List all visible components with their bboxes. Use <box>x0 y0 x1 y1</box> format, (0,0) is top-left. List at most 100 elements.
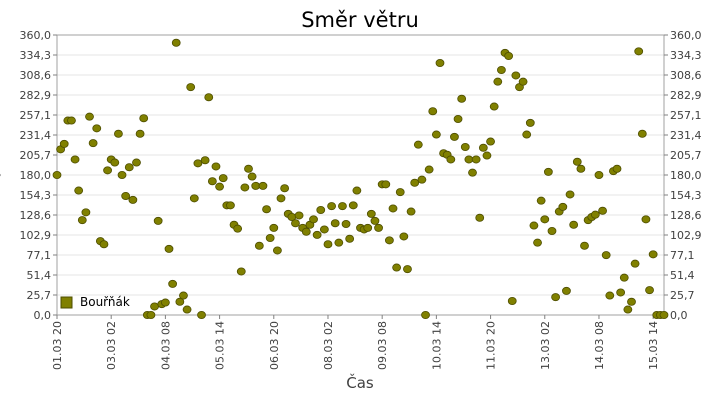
data-point <box>392 263 402 272</box>
data-point <box>139 114 149 123</box>
data-point <box>233 224 243 233</box>
data-point <box>619 273 629 282</box>
data-point <box>601 251 611 260</box>
y-tick-label-left: 154,3 <box>20 189 52 202</box>
y-tick-label-left: 128,6 <box>20 209 52 222</box>
x-axis-label: Čas <box>346 373 374 392</box>
data-point <box>605 291 615 300</box>
data-point <box>374 223 383 232</box>
y-axis-label: ° <box>0 172 9 178</box>
data-point <box>504 52 514 61</box>
data-point <box>381 180 391 189</box>
y-tick-label-left: 308,6 <box>20 69 52 82</box>
data-point <box>312 230 322 239</box>
data-point <box>110 158 120 167</box>
data-point <box>598 206 607 215</box>
data-point <box>627 297 636 306</box>
x-tick-label: 15.03 14 <box>647 321 660 370</box>
data-point <box>345 234 355 243</box>
data-point <box>309 215 318 224</box>
y-axis-right: 0,0 25,7 51,4 77,1 102,9 128,6 154,3 180,0 205,7… <box>664 29 702 322</box>
data-point <box>99 240 109 249</box>
data-point <box>193 159 203 168</box>
data-point <box>254 241 264 250</box>
data-point <box>547 226 557 235</box>
data-point <box>543 167 553 176</box>
data-point <box>153 216 163 225</box>
data-point <box>330 219 340 228</box>
data-point <box>576 164 586 173</box>
data-point <box>590 210 600 219</box>
data-point <box>551 293 561 302</box>
y-tick-label-right: 25,7 <box>670 289 695 302</box>
y-tick-label-right: 51,4 <box>670 269 695 282</box>
y-tick-label-right: 0,0 <box>670 309 688 322</box>
data-point <box>160 298 170 307</box>
data-point <box>291 219 300 228</box>
y-tick-label-left: 334,3 <box>20 49 52 62</box>
data-point <box>385 236 394 245</box>
data-point <box>186 83 196 92</box>
data-point <box>103 166 112 175</box>
data-points <box>52 38 669 319</box>
data-point <box>507 296 517 305</box>
data-point <box>236 267 246 276</box>
data-point <box>215 182 224 191</box>
data-point <box>280 184 290 193</box>
data-point <box>478 143 488 152</box>
data-point <box>395 188 405 197</box>
y-tick-label-right: 257,1 <box>670 109 702 122</box>
data-point <box>497 66 506 75</box>
data-point <box>645 286 654 295</box>
data-point <box>558 202 568 211</box>
data-point <box>121 191 131 200</box>
legend: Bouřňák <box>60 295 130 309</box>
data-point <box>363 223 373 232</box>
data-point <box>471 155 481 164</box>
data-point <box>533 238 542 247</box>
data-point <box>648 250 658 259</box>
data-point <box>70 155 80 164</box>
data-point <box>457 94 467 103</box>
data-point <box>272 246 282 255</box>
grid-lines <box>57 34 664 316</box>
data-point <box>424 165 434 174</box>
data-point <box>468 168 477 177</box>
y-tick-label-right: 360,0 <box>670 29 702 42</box>
data-point <box>569 220 579 229</box>
data-point <box>204 93 214 102</box>
y-tick-label-right: 180,0 <box>670 169 702 182</box>
data-point <box>179 291 188 300</box>
data-point <box>171 38 181 47</box>
data-point <box>417 175 427 184</box>
x-tick-label: 13.03 02 <box>539 321 552 370</box>
data-point <box>262 205 271 214</box>
data-point <box>164 244 174 253</box>
data-point <box>338 202 347 211</box>
y-tick-label-right: 334,3 <box>670 49 702 62</box>
y-tick-label-left: 282,9 <box>20 89 52 102</box>
data-point <box>489 102 499 111</box>
data-point <box>85 112 94 121</box>
data-point <box>226 201 235 210</box>
y-axis-left: 0,0 25,7 51,4 77,1 102,9 128,6 154,3 180,0 205,7… <box>20 29 57 322</box>
y-tick-label-left: 25,7 <box>27 289 52 302</box>
data-point <box>421 310 430 319</box>
x-tick-label: 11.03 20 <box>485 321 498 370</box>
data-point <box>182 305 192 314</box>
x-tick-label: 05.03 14 <box>214 321 227 370</box>
y-tick-label-left: 257,1 <box>20 109 52 122</box>
data-point <box>132 158 141 167</box>
x-tick-label: 09.03 08 <box>376 321 389 370</box>
data-point <box>52 170 62 179</box>
data-point <box>522 130 532 139</box>
x-tick-label: 03.03 02 <box>105 321 118 370</box>
data-point <box>453 115 463 124</box>
data-point <box>388 204 398 213</box>
data-point <box>486 137 495 146</box>
y-tick-label-left: 0,0 <box>34 309 52 322</box>
data-point <box>460 142 470 151</box>
data-point <box>403 265 412 274</box>
data-point <box>81 208 91 217</box>
